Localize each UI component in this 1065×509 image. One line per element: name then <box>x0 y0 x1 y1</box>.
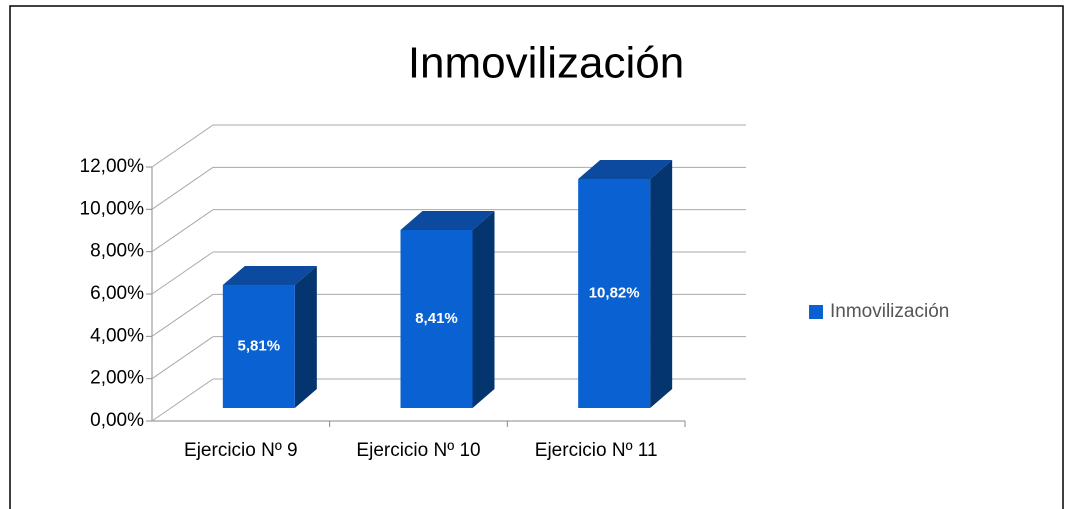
bar <box>578 178 651 408</box>
side-grid-line <box>151 378 214 422</box>
y-tick-label: 10,00% <box>80 198 145 219</box>
bar-top <box>578 159 673 179</box>
bar <box>400 229 473 408</box>
x-tick-label: Ejercicio Nº 9 <box>184 440 298 461</box>
chart-title: Inmovilización <box>408 39 684 88</box>
y-tick-label: 6,00% <box>90 283 144 304</box>
side-grid-line <box>151 336 214 380</box>
data-label: 8,41% <box>415 310 458 327</box>
bar-side <box>650 159 673 408</box>
y-tick-label: 12,00% <box>80 156 145 177</box>
side-grid-line <box>151 209 214 253</box>
bar-side <box>472 210 495 408</box>
data-label: 5,81% <box>238 337 281 354</box>
legend-swatch <box>809 305 823 319</box>
side-grid-line <box>151 124 214 168</box>
y-tick-label: 8,00% <box>90 241 144 262</box>
bar-side <box>294 266 317 408</box>
side-grid-line <box>151 166 214 210</box>
legend-label: Inmovilización <box>830 301 949 322</box>
side-grid-line <box>151 251 214 295</box>
y-tick-label: 2,00% <box>90 368 144 389</box>
chart-frame <box>9 5 1064 509</box>
data-label: 10,82% <box>589 284 640 301</box>
side-grid-line <box>151 293 214 337</box>
x-tick-label: Ejercicio Nº 11 <box>535 440 658 461</box>
bar-top <box>400 210 495 230</box>
y-tick-label: 0,00% <box>90 410 144 431</box>
bar <box>222 285 295 408</box>
y-tick-label: 4,00% <box>90 325 144 346</box>
x-tick-label: Ejercicio Nº 10 <box>356 440 480 461</box>
bar-top <box>222 266 317 286</box>
